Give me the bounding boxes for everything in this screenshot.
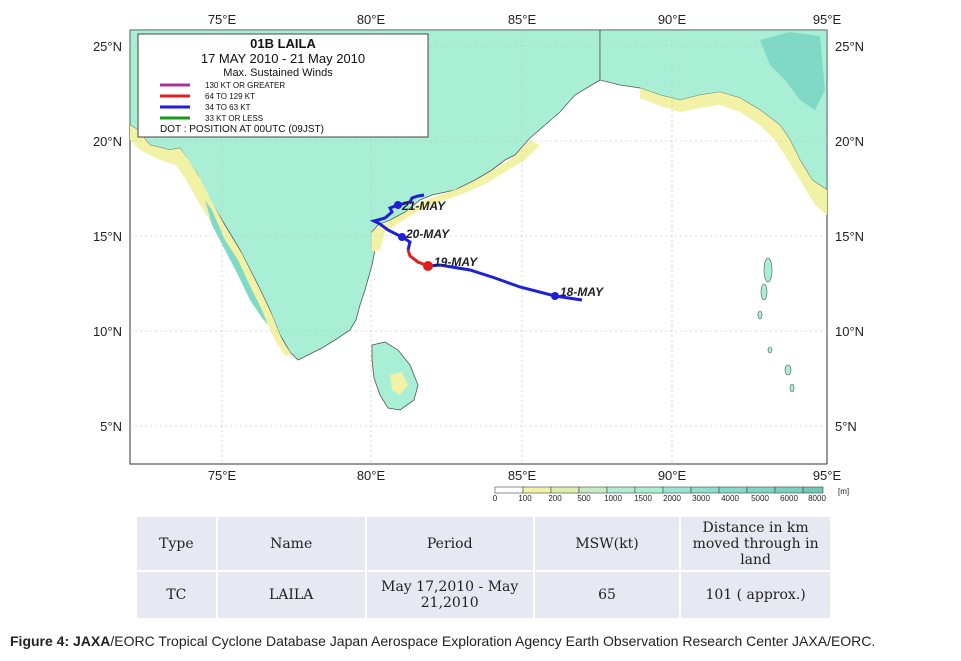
- legend-item-33kt: 33 KT OR LESS: [205, 114, 263, 123]
- scale-tick-3000: 3000: [692, 494, 710, 503]
- lat-label-right-15: 15°N: [835, 229, 864, 244]
- header-name: Name: [215, 515, 367, 572]
- legend-title: 01B LAILA: [250, 36, 316, 51]
- header-type: Type: [135, 515, 218, 572]
- scale-tick-8000: 8000: [808, 494, 826, 503]
- lon-label-bottom-95: 95°E: [813, 468, 842, 483]
- sri-lanka-highland: [390, 372, 408, 395]
- cyclone-track-map: 75°E 80°E 85°E 90°E 95°E 75°E 80°E 85°E …: [93, 12, 864, 503]
- track-dot-18-may: [551, 292, 559, 300]
- scale-tick-200: 200: [548, 494, 562, 503]
- scale-tick-4000: 4000: [721, 494, 739, 503]
- track-dot-20-may: [398, 233, 406, 241]
- track-dot-19-may: [423, 261, 433, 271]
- lon-label-bottom-80: 80°E: [357, 468, 386, 483]
- scale-tick-100: 100: [518, 494, 532, 503]
- lat-label-left-20: 20°N: [93, 134, 122, 149]
- scale-tick-500: 500: [577, 494, 591, 503]
- lon-label-top-75: 75°E: [208, 12, 237, 27]
- legend-item-130kt: 130 KT OR GREATER: [205, 81, 285, 90]
- legend-box: 01B LAILA 17 MAY 2010 - 21 May 2010 Max.…: [137, 33, 429, 138]
- western-ghats: [205, 200, 268, 325]
- lat-label-left-25: 25°N: [93, 39, 122, 54]
- track-segment-blue-north: [369, 193, 425, 251]
- scale-tick-2000: 2000: [663, 494, 681, 503]
- lon-label-bottom-85: 85°E: [508, 468, 537, 483]
- scale-tick-1000: 1000: [604, 494, 622, 503]
- legend-item-64kt: 64 TO 129 KT: [205, 92, 255, 101]
- northeast-highland: [760, 32, 825, 110]
- lon-label-bottom-90: 90°E: [658, 468, 687, 483]
- date-label-19-may: 19-MAY: [434, 255, 478, 269]
- date-label-21-may: 21-MAY: [401, 199, 446, 213]
- cell-period: May 17,2010 - May 21,2010: [364, 570, 535, 620]
- table-row: TC LAILA May 17,2010 - May 21,2010 65 10…: [135, 570, 832, 620]
- lon-label-top-95: 95°E: [813, 12, 842, 27]
- northeast-coast: [640, 88, 827, 215]
- lon-label-top-90: 90°E: [658, 12, 687, 27]
- lat-label-right-10: 10°N: [835, 324, 864, 339]
- legend-period: 17 MAY 2010 - 21 May 2010: [201, 51, 365, 66]
- date-label-20-may: 20-MAY: [405, 227, 450, 241]
- coastal-lowland: [130, 125, 292, 356]
- legend-dot-note: DOT : POSITION AT 00UTC (09JST): [160, 124, 324, 135]
- elevation-scale: [494, 486, 824, 494]
- lat-label-left-10: 10°N: [93, 324, 122, 339]
- track-dot-21-may: [394, 201, 402, 209]
- caption-bold: Figure 4: JAXA: [10, 633, 111, 649]
- scale-tick-5000: 5000: [751, 494, 769, 503]
- header-distance: Distance in km moved through in land: [679, 515, 832, 572]
- lat-label-left-5: 5°N: [100, 419, 122, 434]
- cell-type: TC: [135, 570, 218, 620]
- andaman-islands: [757, 257, 795, 393]
- track-segment-red: [406, 249, 429, 268]
- lat-label-left-15: 15°N: [93, 229, 122, 244]
- legend-subtitle: Max. Sustained Winds: [223, 67, 333, 79]
- scale-unit: [m]: [838, 487, 849, 496]
- table-header-row: Type Name Period MSW(kt) Distance in km …: [135, 515, 832, 572]
- lon-label-top-80: 80°E: [357, 12, 386, 27]
- lon-label-top-85: 85°E: [508, 12, 537, 27]
- scale-tick-6000: 6000: [780, 494, 798, 503]
- east-coast-lowland: [372, 140, 540, 252]
- lat-label-right-25: 25°N: [835, 39, 864, 54]
- cell-distance: 101 ( approx.): [679, 570, 832, 620]
- scale-tick-0: 0: [493, 494, 498, 503]
- lat-label-right-5: 5°N: [835, 419, 857, 434]
- lat-label-right-20: 20°N: [835, 134, 864, 149]
- lon-label-bottom-75: 75°E: [208, 468, 237, 483]
- header-msw: MSW(kt): [532, 515, 682, 572]
- cell-msw: 65: [532, 570, 682, 620]
- cyclone-info-table: Type Name Period MSW(kt) Distance in km …: [135, 515, 832, 620]
- date-label-18-may: 18-MAY: [560, 285, 604, 299]
- scale-tick-1500: 1500: [634, 494, 652, 503]
- caption-rest: /EORC Tropical Cyclone Database Japan Ae…: [110, 633, 876, 649]
- figure-caption: Figure 4: JAXA/EORC Tropical Cyclone Dat…: [10, 633, 875, 649]
- elevation-scale-ticks: 0 100 200 500 1000 1500 2000 3000 4000 5…: [493, 487, 849, 503]
- cell-name: LAILA: [215, 570, 367, 620]
- header-period: Period: [364, 515, 535, 572]
- legend-item-34kt: 34 TO 63 KT: [205, 103, 251, 112]
